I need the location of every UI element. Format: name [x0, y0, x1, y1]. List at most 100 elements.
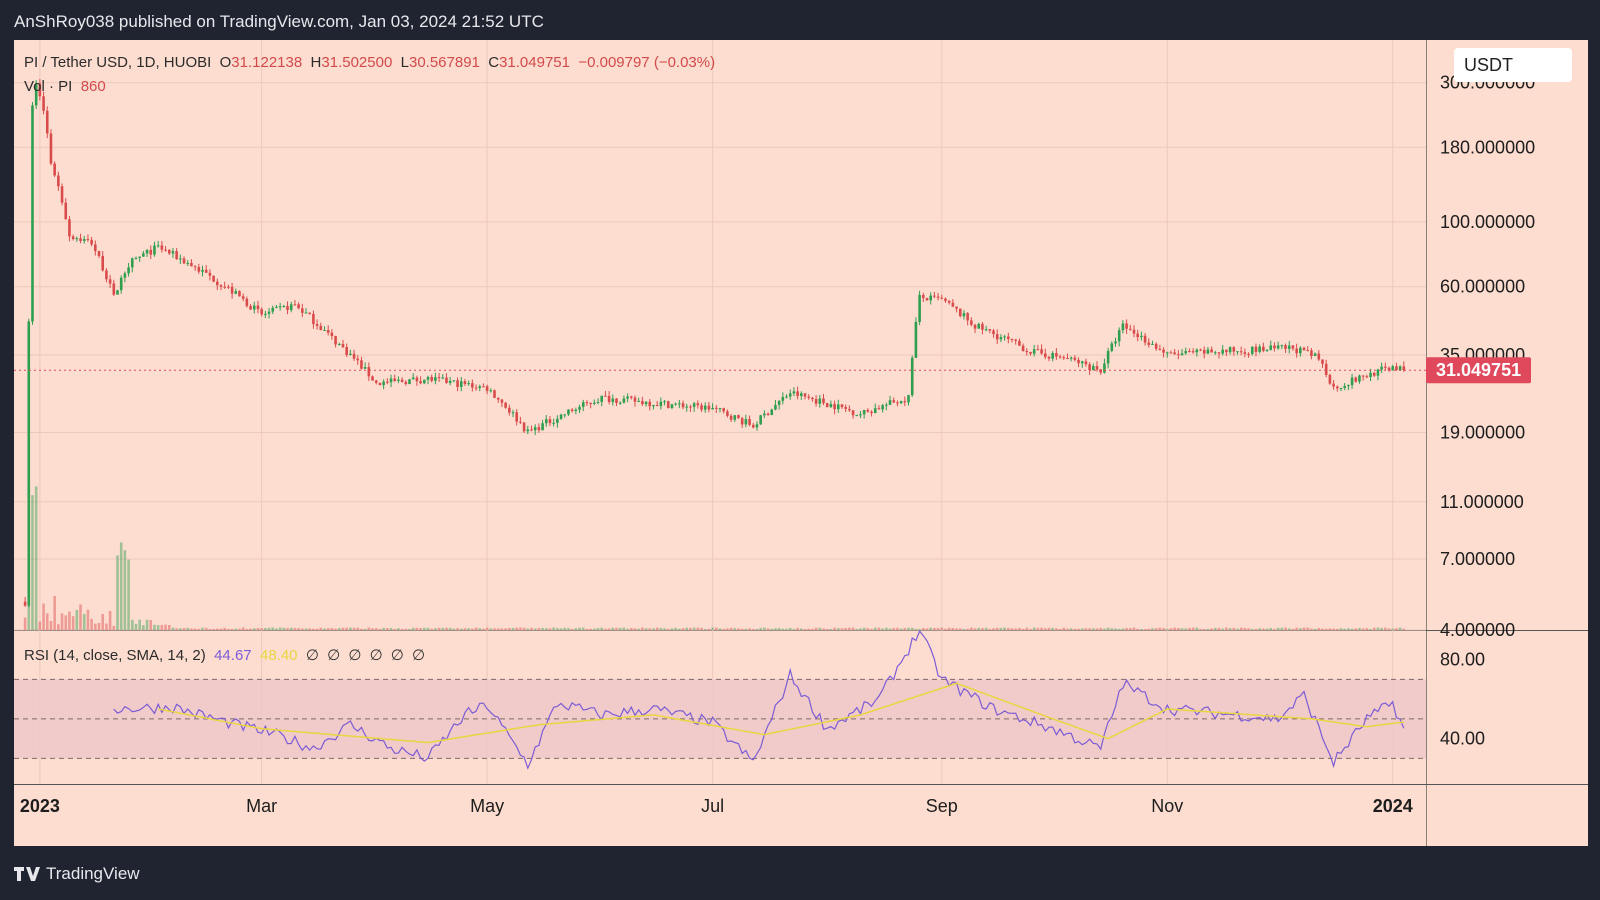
open-label: O: [219, 54, 232, 71]
volume-bar: [774, 628, 777, 630]
volume-bar: [803, 628, 807, 630]
volume-bar: [190, 628, 193, 630]
volume-bar: [1117, 628, 1121, 630]
candle-body: [175, 251, 178, 260]
candle-body: [744, 419, 748, 425]
volume-bar: [944, 628, 947, 630]
volume-bar: [940, 627, 944, 630]
candle-body: [899, 401, 903, 404]
volume-bar: [604, 628, 607, 630]
candle-body: [371, 376, 374, 381]
volume-bar: [275, 628, 278, 630]
candle-body: [419, 381, 422, 384]
chart-svg[interactable]: 300.000000180.000000100.00000060.0000003…: [14, 40, 1588, 846]
volume-bar: [367, 627, 371, 630]
volume-bar: [748, 628, 751, 630]
candle-body: [275, 306, 278, 308]
candle-body: [1099, 369, 1103, 373]
candle-body: [397, 379, 400, 381]
candle-body: [1202, 349, 1206, 354]
volume-bar: [1195, 627, 1199, 630]
volume-bar: [1199, 628, 1202, 630]
candle-body: [90, 239, 93, 245]
volume-bar: [1177, 627, 1180, 630]
volume-bar: [149, 620, 153, 630]
volume-bar: [323, 628, 326, 630]
candle-body: [119, 277, 123, 291]
volume-bar: [1358, 627, 1361, 630]
candle-body: [441, 377, 445, 379]
volume-bar: [1310, 628, 1313, 630]
candle-body: [1051, 353, 1054, 359]
volume-bar: [349, 627, 352, 630]
volume-bar: [175, 628, 178, 630]
volume-bar: [1372, 627, 1376, 630]
candle-body: [319, 325, 323, 331]
candle-body: [885, 404, 888, 406]
candle-body: [748, 419, 751, 425]
candle-body: [530, 429, 533, 431]
volume-bar: [1066, 628, 1069, 630]
volume-bar: [82, 613, 86, 630]
candle-body: [1295, 348, 1298, 354]
volume-bar: [1254, 628, 1258, 630]
volume-bar: [496, 628, 500, 630]
candle-body: [726, 411, 729, 416]
volume-bar: [807, 628, 811, 630]
candle-body: [1376, 369, 1380, 376]
tradingview-logo[interactable]: TradingView: [14, 864, 140, 884]
time-tick-label: Mar: [246, 796, 277, 816]
volume-bar: [770, 628, 774, 630]
candle-body: [1077, 359, 1080, 364]
candle-body: [489, 390, 493, 392]
time-tick-label: 2023: [20, 796, 60, 816]
candle-body: [681, 403, 685, 408]
candle-body: [855, 414, 859, 416]
volume-bar: [511, 627, 515, 630]
candle-body: [896, 402, 899, 404]
volume-bar: [696, 627, 700, 630]
candle-body: [467, 383, 470, 385]
volume-bar: [703, 628, 707, 630]
volume-bar: [31, 495, 34, 630]
volume-bar: [1380, 627, 1383, 630]
candle-body: [1080, 361, 1084, 364]
volume-bar: [1287, 628, 1291, 630]
candle-body: [1313, 353, 1317, 356]
candle-body: [182, 258, 186, 264]
symbol-legend: PI / Tether USD, 1D, HUOBI O31.122138 H3…: [24, 54, 715, 71]
candle-body: [57, 175, 60, 187]
volume-bar: [400, 628, 404, 630]
axes: 300.000000180.000000100.00000060.0000003…: [20, 73, 1535, 816]
candle-body: [267, 311, 271, 314]
candle-body: [866, 409, 870, 412]
volume-bar: [208, 628, 212, 630]
volume-bar: [130, 619, 134, 630]
candle-body: [1103, 363, 1106, 373]
volume-bar: [951, 627, 955, 630]
candle-body: [234, 291, 238, 294]
candle-body: [807, 396, 811, 398]
volume-bar: [729, 627, 733, 630]
volume-bar: [862, 627, 866, 630]
rsi-line: [113, 629, 1405, 770]
chart-panel[interactable]: 300.000000 180.000000 100.000000 60.000000 3…: [14, 40, 1588, 846]
volume-bar: [1354, 628, 1358, 630]
time-axis-border: [14, 784, 1588, 785]
volume-bar: [1136, 628, 1139, 630]
candle-body: [1043, 353, 1047, 357]
currency-badge[interactable]: USDT: [1454, 48, 1572, 82]
candle-body: [1361, 375, 1365, 377]
candle-body: [892, 400, 896, 403]
volume-bar: [456, 628, 459, 630]
candle-body: [1025, 351, 1029, 353]
candle-body: [230, 286, 234, 294]
candle-body: [164, 249, 167, 251]
candle-body: [1265, 349, 1269, 351]
candle-body: [1402, 366, 1406, 371]
candle-body: [1128, 328, 1132, 330]
candle-body: [393, 378, 397, 381]
candle-body: [1335, 386, 1339, 389]
volume-bar: [437, 627, 441, 630]
candle-body: [618, 402, 622, 404]
